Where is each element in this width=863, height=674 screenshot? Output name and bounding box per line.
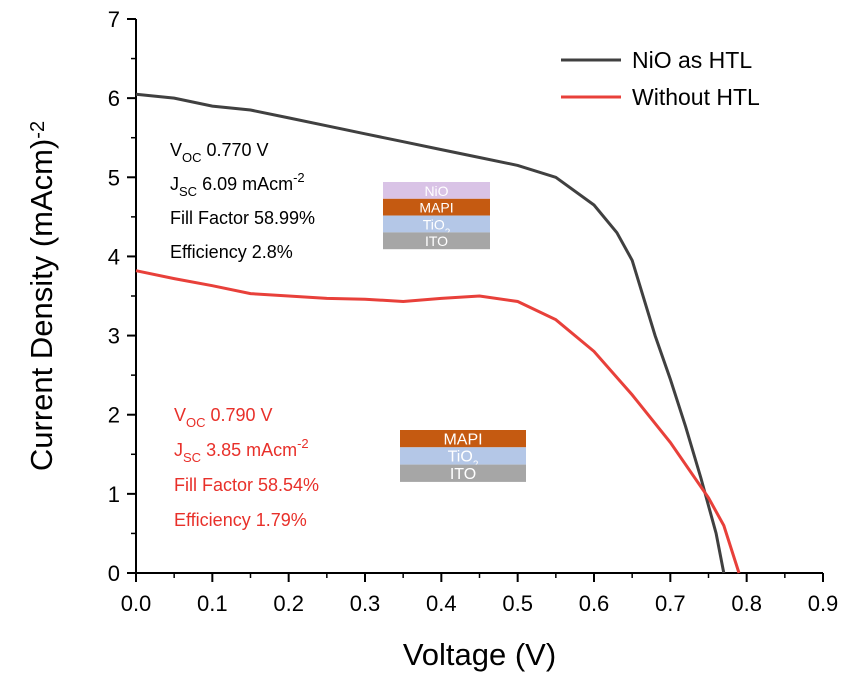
- text-main: ITO: [450, 466, 476, 483]
- y-tick-label: 2: [108, 403, 120, 428]
- rich-text: VOC 0.770 V: [170, 140, 269, 165]
- rich-text: Fill Factor 58.99%: [170, 208, 315, 228]
- x-tick-label: 0.6: [579, 591, 610, 616]
- layer: [400, 464, 526, 482]
- text-main: MAPI: [443, 431, 482, 448]
- rich-text: JSC 6.09 mAcm-2: [170, 170, 305, 199]
- rich-text: Current Density (mAcm)-2: [24, 121, 59, 471]
- text-tail: ): [24, 139, 59, 149]
- x-tick-label: 0.7: [655, 591, 686, 616]
- text-main: TiO: [423, 216, 445, 232]
- superscript: -2: [27, 121, 49, 139]
- superscript: -2: [293, 170, 305, 185]
- y-tick-label: 3: [108, 324, 120, 349]
- x-tick-label: 0.3: [350, 591, 381, 616]
- text-main: J: [170, 174, 179, 194]
- y-tick-label: 6: [108, 86, 120, 111]
- data-line: [135, 269, 741, 574]
- rich-text: Efficiency 1.79%: [174, 510, 307, 530]
- data-line: [135, 92, 726, 574]
- subscript: SC: [179, 184, 197, 199]
- x-tick-label: 0.4: [426, 591, 457, 616]
- layer: [383, 215, 490, 233]
- y-tick-label: 5: [108, 165, 120, 190]
- y-tick-label: 7: [108, 7, 120, 32]
- layer: [383, 232, 490, 250]
- layer: [383, 182, 490, 199]
- rich-text: NiO: [424, 183, 448, 199]
- text-tail: 3.85 mAcm: [201, 440, 297, 460]
- x-axis-title: Voltage (V): [403, 637, 556, 672]
- layer: [383, 198, 490, 216]
- x-tick-label: 0.1: [197, 591, 228, 616]
- text-main: V: [174, 405, 186, 425]
- rich-text: MAPI: [443, 431, 482, 448]
- text-main: Fill Factor 58.99%: [170, 208, 315, 228]
- text-main: TiO: [448, 449, 473, 466]
- text-tail: 0.790 V: [206, 405, 273, 425]
- x-tick-label: 0.0: [121, 591, 152, 616]
- text-main: V: [170, 140, 182, 160]
- text-main: Current Density (mAcm: [24, 149, 59, 471]
- subscript: OC: [186, 415, 206, 430]
- text-main: ITO: [425, 233, 448, 249]
- text-tail: 6.09 mAcm: [197, 174, 293, 194]
- y-tick-label: 4: [108, 244, 120, 269]
- layer: [400, 447, 526, 465]
- rich-text: Fill Factor 58.54%: [174, 475, 319, 495]
- text-tail: 0.770 V: [202, 140, 269, 160]
- legend-label: Without HTL: [632, 84, 760, 110]
- text-main: MAPI: [419, 200, 453, 216]
- x-tick-label: 0.8: [731, 591, 762, 616]
- legend-label: NiO as HTL: [632, 47, 752, 73]
- subscript: OC: [182, 150, 202, 165]
- text-main: Efficiency 2.8%: [170, 242, 293, 262]
- y-tick-label: 1: [108, 482, 120, 507]
- x-tick-label: 0.5: [502, 591, 533, 616]
- subscript: SC: [183, 450, 201, 465]
- text-main: J: [174, 440, 183, 460]
- rich-text: ITO: [450, 466, 476, 483]
- rich-text: MAPI: [419, 200, 453, 216]
- text-main: Fill Factor 58.54%: [174, 475, 319, 495]
- text-main: NiO: [424, 183, 448, 199]
- x-tick-label: 0.2: [273, 591, 304, 616]
- text-main: Efficiency 1.79%: [174, 510, 307, 530]
- superscript: -2: [297, 436, 309, 451]
- layer: [400, 430, 526, 448]
- rich-text: JSC 3.85 mAcm-2: [174, 436, 309, 465]
- rich-text: ITO: [425, 233, 448, 249]
- rich-text: Efficiency 2.8%: [170, 242, 293, 262]
- rich-text: VOC 0.790 V: [174, 405, 273, 430]
- y-tick-label: 0: [108, 561, 120, 586]
- x-tick-label: 0.9: [808, 591, 839, 616]
